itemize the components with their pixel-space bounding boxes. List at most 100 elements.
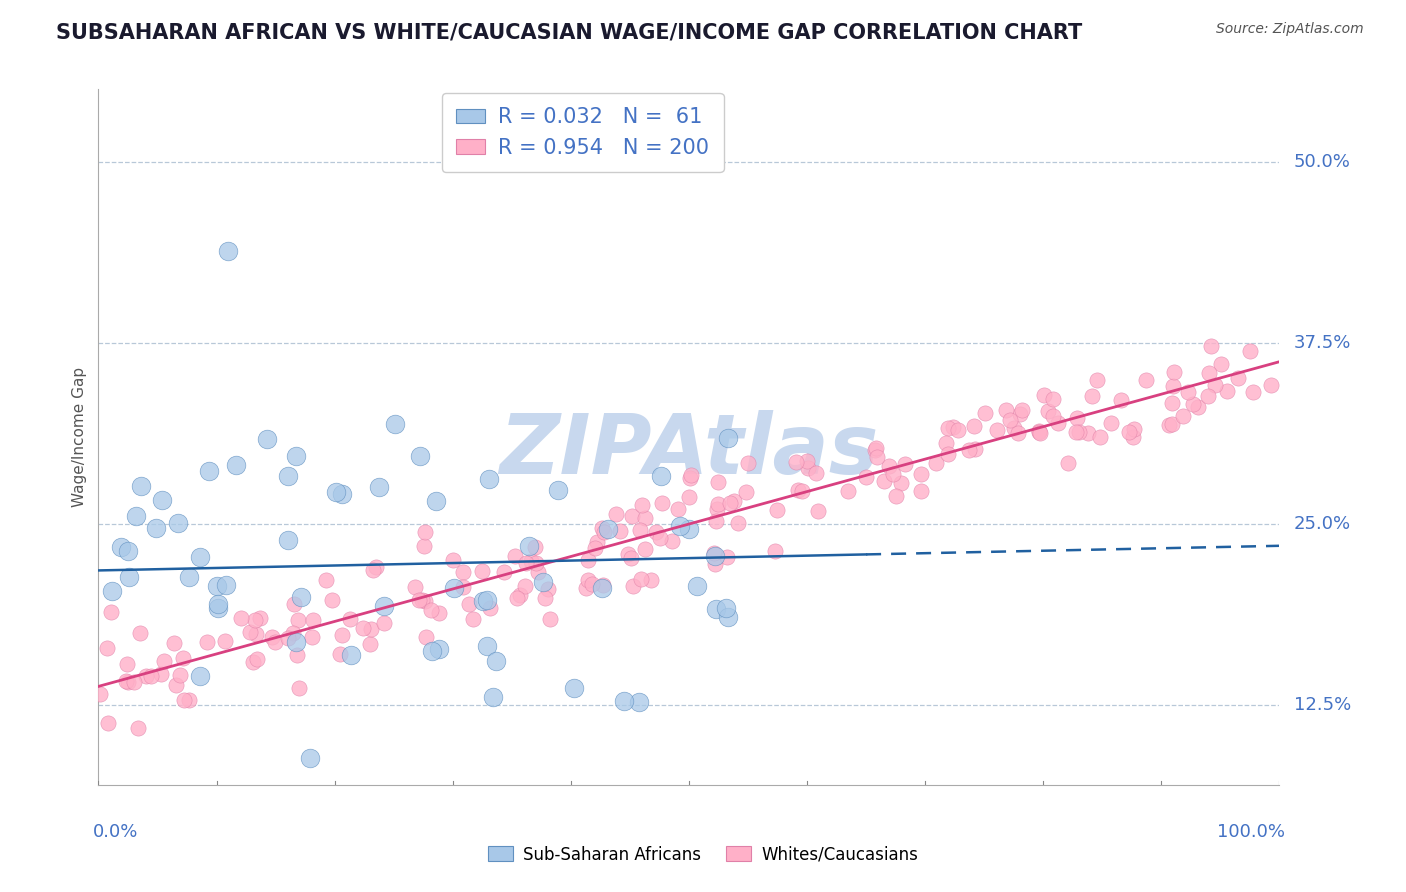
Point bbox=[472, 594, 495, 608]
Point bbox=[1177, 384, 1199, 399]
Text: 100.0%: 100.0% bbox=[1218, 823, 1285, 841]
Point bbox=[640, 573, 662, 587]
Point bbox=[785, 454, 807, 468]
Point bbox=[415, 630, 437, 644]
Point bbox=[340, 648, 363, 662]
Point bbox=[704, 514, 727, 528]
Point bbox=[197, 635, 219, 649]
Point bbox=[1066, 425, 1088, 439]
Point bbox=[198, 464, 221, 478]
Point bbox=[384, 417, 406, 432]
Point bbox=[207, 597, 229, 611]
Point bbox=[471, 564, 494, 578]
Point bbox=[373, 616, 395, 631]
Point bbox=[443, 581, 465, 595]
Point bbox=[330, 486, 353, 500]
Point bbox=[207, 600, 229, 615]
Point bbox=[717, 431, 740, 445]
Point bbox=[419, 603, 441, 617]
Point bbox=[281, 625, 304, 640]
Point bbox=[894, 457, 917, 471]
Point bbox=[575, 581, 598, 595]
Point bbox=[494, 566, 516, 580]
Point bbox=[1007, 426, 1029, 441]
Point bbox=[1198, 367, 1220, 381]
Point bbox=[890, 476, 912, 491]
Point bbox=[1047, 416, 1070, 430]
Point bbox=[1081, 389, 1104, 403]
Point bbox=[957, 442, 980, 457]
Point bbox=[110, 540, 132, 554]
Point bbox=[135, 669, 157, 683]
Point bbox=[592, 524, 614, 539]
Point bbox=[301, 613, 323, 627]
Point bbox=[591, 581, 613, 595]
Point bbox=[330, 628, 353, 642]
Point bbox=[523, 541, 546, 555]
Point bbox=[1227, 371, 1250, 385]
Point bbox=[150, 667, 173, 681]
Point bbox=[973, 406, 995, 420]
Point bbox=[129, 626, 152, 640]
Point bbox=[1085, 373, 1108, 387]
Point bbox=[242, 655, 264, 669]
Point bbox=[679, 471, 702, 485]
Point bbox=[1204, 378, 1226, 392]
Point bbox=[592, 577, 614, 591]
Point bbox=[409, 449, 432, 463]
Point bbox=[763, 544, 786, 558]
Point bbox=[995, 403, 1018, 417]
Text: ZIPAtlas: ZIPAtlas bbox=[499, 410, 879, 491]
Text: 50.0%: 50.0% bbox=[1294, 153, 1351, 170]
Point bbox=[1161, 396, 1184, 410]
Point bbox=[214, 634, 236, 648]
Point bbox=[963, 419, 986, 434]
Legend: R = 0.032   N =  61, R = 0.954   N = 200: R = 0.032 N = 61, R = 0.954 N = 200 bbox=[441, 93, 724, 172]
Point bbox=[1069, 425, 1091, 439]
Point bbox=[1122, 422, 1144, 436]
Point bbox=[706, 498, 728, 512]
Point bbox=[485, 654, 508, 668]
Point bbox=[145, 521, 167, 535]
Point bbox=[538, 612, 561, 626]
Point bbox=[866, 450, 889, 465]
Point bbox=[723, 494, 745, 508]
Point bbox=[1243, 384, 1265, 399]
Point bbox=[609, 524, 631, 538]
Point bbox=[368, 480, 391, 494]
Point bbox=[153, 654, 176, 668]
Point bbox=[737, 456, 759, 470]
Point bbox=[115, 657, 138, 671]
Point bbox=[718, 496, 741, 510]
Point bbox=[1042, 409, 1064, 423]
Legend: Sub-Saharan Africans, Whites/Caucasians: Sub-Saharan Africans, Whites/Caucasians bbox=[481, 839, 925, 871]
Point bbox=[519, 554, 541, 568]
Point bbox=[451, 565, 474, 579]
Point bbox=[1187, 401, 1209, 415]
Point bbox=[475, 593, 498, 607]
Point bbox=[1161, 417, 1184, 432]
Point bbox=[425, 494, 447, 508]
Point bbox=[787, 483, 810, 497]
Point bbox=[678, 522, 700, 536]
Point bbox=[578, 553, 600, 567]
Point bbox=[963, 442, 986, 456]
Point bbox=[1066, 410, 1088, 425]
Point bbox=[361, 563, 384, 577]
Point bbox=[1260, 378, 1282, 392]
Point bbox=[1028, 426, 1050, 441]
Point bbox=[631, 499, 654, 513]
Point bbox=[100, 606, 122, 620]
Point bbox=[666, 502, 689, 516]
Point bbox=[616, 547, 638, 561]
Point bbox=[527, 565, 550, 579]
Point bbox=[413, 539, 436, 553]
Point bbox=[177, 693, 200, 707]
Point bbox=[703, 546, 725, 560]
Point bbox=[628, 695, 651, 709]
Point bbox=[1118, 425, 1140, 439]
Point bbox=[634, 511, 657, 525]
Point bbox=[117, 544, 139, 558]
Point bbox=[661, 534, 683, 549]
Point bbox=[413, 593, 436, 607]
